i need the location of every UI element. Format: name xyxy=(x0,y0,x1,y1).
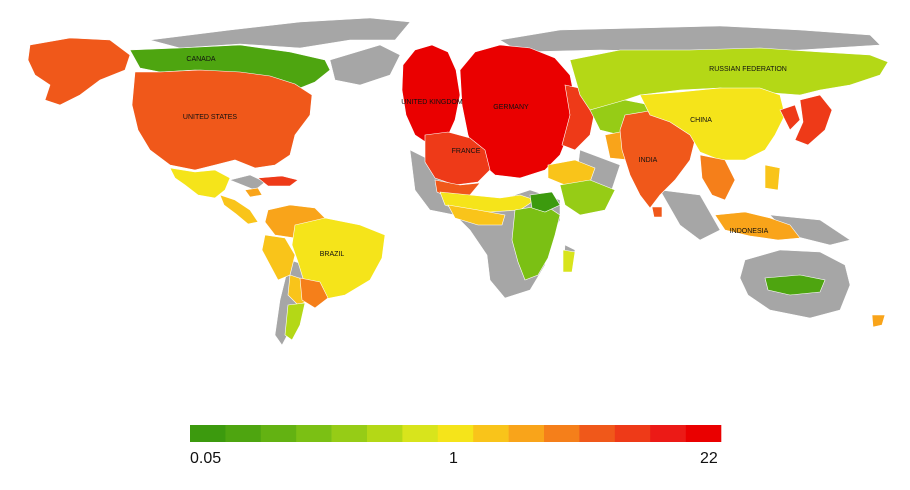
legend-swatch xyxy=(508,425,545,442)
country-philippines xyxy=(764,164,781,191)
legend-swatch xyxy=(437,425,474,442)
legend-swatch xyxy=(402,425,439,442)
legend-swatch xyxy=(331,425,368,442)
country-france xyxy=(424,131,491,186)
country-madagascar xyxy=(562,249,576,273)
legend-swatch xyxy=(579,425,616,442)
legend-swatch xyxy=(650,425,686,442)
country-west-africa xyxy=(447,204,506,226)
country-mexico xyxy=(169,167,231,199)
legend-swatch xyxy=(296,425,332,442)
country-caribbean xyxy=(257,175,299,187)
legend-swatch xyxy=(544,425,580,442)
legend-swatch xyxy=(190,425,226,442)
country-central-america xyxy=(219,194,259,225)
label-canada: CANADA xyxy=(186,56,216,63)
country-labels: CANADA UNITED STATES BRAZIL UNITED KINGD… xyxy=(183,56,787,258)
label-indonesia: INDONESIA xyxy=(730,228,769,235)
legend-swatch xyxy=(614,425,651,442)
label-france: FRANCE xyxy=(452,148,481,155)
label-united-kingdom: UNITED KINGDOM xyxy=(401,99,463,106)
label-india: INDIA xyxy=(639,157,658,164)
label-russian-federation: RUSSIAN FEDERATION xyxy=(709,66,787,73)
country-argentina xyxy=(299,277,329,309)
country-australia xyxy=(764,274,826,296)
legend-swatch xyxy=(225,425,262,442)
country-new-zealand xyxy=(871,314,886,328)
legend-swatch xyxy=(260,425,297,442)
country-indonesia xyxy=(714,211,801,241)
country-east-africa xyxy=(511,204,561,281)
country-korea xyxy=(779,104,801,131)
country-sri-lanka xyxy=(651,206,663,218)
label-brazil: BRAZIL xyxy=(320,251,345,258)
country-united-kingdom xyxy=(401,44,461,146)
country-southeast-asia xyxy=(699,154,736,201)
country-ethiopia xyxy=(529,191,561,213)
country-peru xyxy=(261,234,296,281)
country-china xyxy=(639,87,786,161)
legend-swatch xyxy=(473,425,509,442)
label-united-states: UNITED STATES xyxy=(183,114,238,121)
legend-swatch xyxy=(367,425,403,442)
legend-swatch xyxy=(685,425,722,442)
label-china: CHINA xyxy=(690,117,712,124)
country-shapes xyxy=(27,37,889,341)
country-chile xyxy=(284,302,306,341)
country-caribbean-2 xyxy=(244,187,263,198)
legend-color-bar xyxy=(190,425,722,442)
country-middle-east xyxy=(559,179,616,216)
country-japan xyxy=(794,94,833,146)
label-germany: GERMANY xyxy=(493,104,529,111)
country-brazil xyxy=(291,217,386,301)
country-alaska xyxy=(27,37,131,106)
country-united-states xyxy=(131,69,313,171)
